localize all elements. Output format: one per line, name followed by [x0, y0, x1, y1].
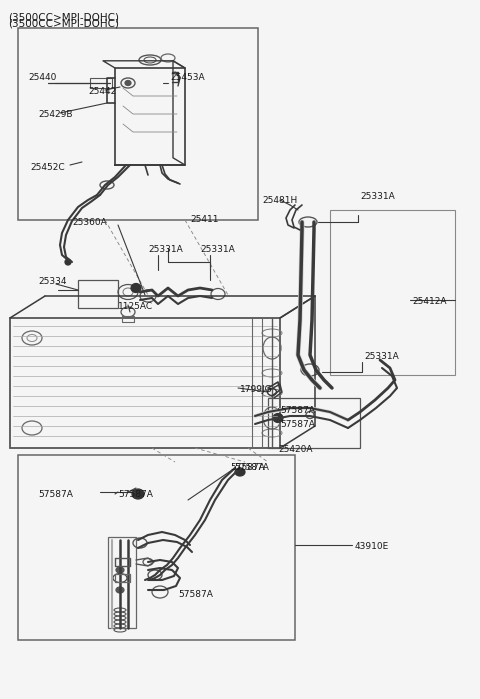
Bar: [18, 28, 258, 220]
Text: 1125AC: 1125AC: [118, 302, 153, 311]
Text: 1799JG: 1799JG: [240, 385, 273, 394]
Text: 57587A: 57587A: [118, 490, 153, 499]
Text: 25452C: 25452C: [30, 163, 65, 172]
Bar: [108, 537, 136, 628]
Text: 25331A: 25331A: [360, 192, 395, 201]
Text: 25334: 25334: [38, 277, 67, 286]
Ellipse shape: [65, 259, 71, 265]
Ellipse shape: [116, 567, 124, 573]
Text: 25331A: 25331A: [148, 245, 183, 254]
Bar: [18, 455, 295, 640]
Text: 25331A: 25331A: [200, 245, 235, 254]
Text: 43910E: 43910E: [355, 542, 389, 551]
Ellipse shape: [235, 468, 245, 476]
Ellipse shape: [125, 80, 131, 85]
Text: 25442: 25442: [88, 87, 116, 96]
Text: 25481H: 25481H: [262, 196, 297, 205]
Text: 25420A: 25420A: [278, 445, 312, 454]
Text: (3500CC>MPI-DOHC): (3500CC>MPI-DOHC): [8, 18, 119, 28]
Text: 25429B: 25429B: [38, 110, 72, 119]
Text: 57587A: 57587A: [234, 463, 269, 472]
Text: 25411: 25411: [190, 215, 218, 224]
Text: 57587A: 57587A: [280, 406, 315, 415]
Ellipse shape: [132, 489, 144, 499]
Text: 57587A: 57587A: [230, 463, 265, 472]
Ellipse shape: [131, 284, 141, 292]
Bar: [268, 398, 360, 448]
Text: (3500CC>MPI-DOHC): (3500CC>MPI-DOHC): [8, 12, 119, 22]
Ellipse shape: [116, 587, 124, 593]
Text: 57587A: 57587A: [178, 590, 213, 599]
Text: 25453A: 25453A: [170, 73, 204, 82]
Bar: [10, 318, 280, 448]
Text: 25360A: 25360A: [72, 218, 107, 227]
Bar: [90, 78, 112, 88]
Ellipse shape: [273, 414, 283, 422]
Text: 57587A: 57587A: [38, 490, 73, 499]
Bar: [78, 280, 118, 308]
Bar: [330, 210, 455, 375]
Text: 25331A: 25331A: [364, 352, 399, 361]
Text: 57587A: 57587A: [280, 420, 315, 429]
Text: 25440: 25440: [28, 73, 56, 82]
Text: 25412A: 25412A: [412, 297, 446, 306]
